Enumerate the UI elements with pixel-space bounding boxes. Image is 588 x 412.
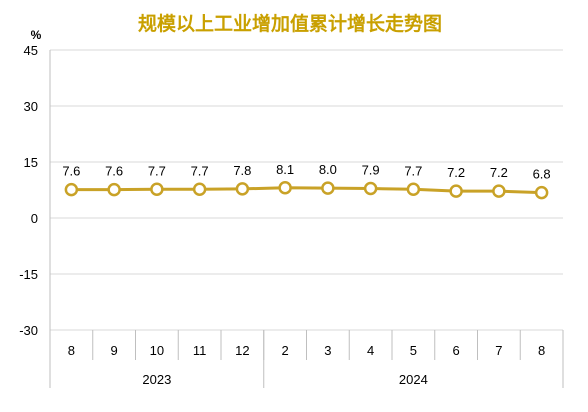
data-point xyxy=(278,181,292,195)
y-axis-ticks: -30 -15 0 15 30 45 xyxy=(19,43,38,338)
data-label: 6.8 xyxy=(533,167,551,182)
x-tick-label: 8 xyxy=(68,343,75,358)
data-label: 8.0 xyxy=(319,162,337,177)
data-point xyxy=(449,184,463,198)
data-label: 8.1 xyxy=(276,162,294,177)
data-point xyxy=(492,184,506,198)
data-label: 7.2 xyxy=(490,165,508,180)
x-tick-label: 11 xyxy=(193,343,207,358)
y-tick-label: 15 xyxy=(24,155,38,170)
x-tick-label: 8 xyxy=(538,343,545,358)
data-point xyxy=(235,182,250,196)
data-point xyxy=(534,185,549,200)
data-label: 7.6 xyxy=(62,164,80,179)
data-point xyxy=(321,181,335,195)
series-line xyxy=(64,181,549,200)
x-tick-label: 2 xyxy=(282,343,289,358)
data-point xyxy=(192,182,207,197)
data-labels: 7.6 7.6 7.7 7.7 7.8 8.1 8.0 7.9 7.7 7.2 7.2 6.8 xyxy=(62,162,550,182)
series-polyline xyxy=(71,186,542,195)
data-label: 7.8 xyxy=(233,163,251,178)
y-tick-label: -30 xyxy=(19,323,38,338)
x-tick-label: 9 xyxy=(111,343,118,358)
data-label: 7.2 xyxy=(447,165,465,180)
x-axis: 8 9 10 11 12 2 3 4 5 6 7 8 2023 2024 xyxy=(49,50,564,388)
chart-title: 规模以上工业增加值累计增长走势图 xyxy=(138,12,442,35)
x-tick-label: 6 xyxy=(453,343,460,358)
x-tick-label: 3 xyxy=(324,343,331,358)
y-tick-label: 45 xyxy=(24,43,38,58)
year-group-label: 2024 xyxy=(399,372,428,387)
y-tick-label: -15 xyxy=(19,267,38,282)
data-label: 7.7 xyxy=(148,163,166,178)
y-tick-label: 30 xyxy=(24,99,38,114)
y-tick-label: 0 xyxy=(31,211,38,226)
x-tick-label: 4 xyxy=(367,343,374,358)
data-point xyxy=(406,182,421,197)
data-point xyxy=(150,182,164,197)
data-label: 7.7 xyxy=(191,163,209,178)
x-tick-label: 5 xyxy=(410,343,417,358)
x-tick-label: 10 xyxy=(150,343,164,358)
y-unit-label: % xyxy=(31,28,42,42)
x-tick-label: 12 xyxy=(235,343,249,358)
year-group-label: 2023 xyxy=(142,372,171,387)
data-point xyxy=(363,181,378,196)
data-label: 7.6 xyxy=(105,164,123,179)
data-label: 7.9 xyxy=(362,163,380,178)
data-label: 7.7 xyxy=(404,163,422,178)
x-tick-label: 7 xyxy=(495,343,502,358)
data-point xyxy=(107,182,121,197)
data-point xyxy=(64,182,79,197)
